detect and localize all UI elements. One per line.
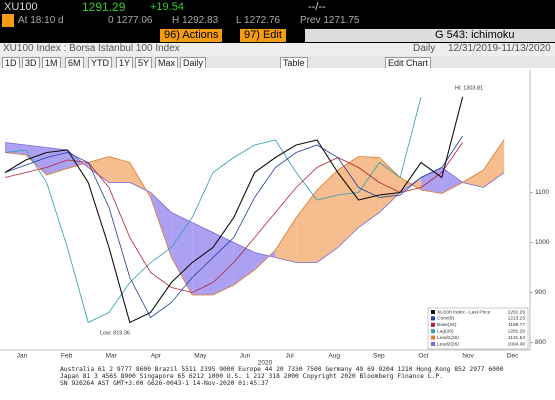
- legend-value: 1291.29: [508, 328, 526, 334]
- legend-label: Lead1(26): [437, 335, 459, 341]
- cloud-segment: [379, 157, 401, 213]
- x-tick-label: Dec: [507, 353, 519, 360]
- x-tick-label: Sep: [373, 353, 385, 360]
- x-tick-label: Nov: [462, 353, 474, 360]
- date-range: 12/31/2019-11/13/2020: [448, 43, 551, 54]
- legend-box: [427, 307, 529, 350]
- legend-swatch: [431, 329, 435, 334]
- annotation: Hi: 1303.81: [455, 85, 483, 91]
- cloud-segment: [317, 170, 338, 263]
- period: Daily: [413, 43, 436, 54]
- open: 0 1277.06: [108, 15, 153, 26]
- x-tick-label: Jul: [285, 353, 294, 360]
- footer: Australia 61 2 9777 8600 Brazil 5511 239…: [60, 366, 504, 387]
- quote-time: At 18:10 d: [18, 15, 64, 26]
- annotation: Low: 819.36: [100, 330, 130, 336]
- screen-title: G 543: ichimoku: [305, 29, 555, 42]
- legend-label: Conv(9): [437, 316, 454, 322]
- legend-label: XU100 Index - Last Price: [437, 309, 491, 315]
- x-tick-label: May: [194, 353, 207, 360]
- cloud-segment: [462, 170, 484, 188]
- low: L 1272.76: [236, 15, 281, 26]
- legend-swatch: [431, 342, 435, 346]
- cloud-segment: [109, 156, 130, 183]
- legend-label: Lag(26): [437, 328, 454, 334]
- legend-swatch: [431, 322, 435, 327]
- y-tick-label: 1100: [535, 189, 549, 196]
- status: --/--: [308, 1, 326, 13]
- series-line: [4, 142, 463, 293]
- last-price: 1291.29: [82, 0, 126, 14]
- change: +19.54: [150, 1, 184, 13]
- footer-line: Japan 81 3 4565 8900 Singapore 65 6212 1…: [60, 373, 443, 380]
- ticker: XU100: [4, 1, 38, 13]
- footer-line: Australia 61 2 9777 8600 Brazil 5511 239…: [60, 366, 504, 373]
- legend-swatch: [431, 310, 435, 314]
- x-tick-label: Jun: [240, 353, 251, 360]
- y-tick-label: 1000: [535, 239, 550, 246]
- series-line: [4, 135, 463, 319]
- cloud-segment: [171, 212, 193, 295]
- cloud-segment: [213, 232, 234, 295]
- legend-swatch: [431, 316, 435, 321]
- cloud-segment: [25, 145, 47, 175]
- ohlc-bar: At 18:10 d 0 1277.06 H 1292.83 L 1272.76…: [0, 14, 555, 28]
- year-label: 2020: [258, 360, 273, 366]
- chart: 800 900 1000 1100 Jan Feb Mar Apr May Jun Jul Aug Se…: [0, 68, 555, 366]
- actions-menu[interactable]: 96) Actions: [160, 29, 223, 42]
- cloud-segment: [88, 156, 109, 183]
- cloud-segment: [483, 139, 505, 188]
- alert-icon[interactable]: [2, 14, 14, 27]
- x-tick-label: Feb: [61, 353, 73, 360]
- cloud-segment: [296, 190, 317, 263]
- x-tick-label: Oct: [418, 353, 428, 360]
- high: H 1292.83: [172, 15, 219, 26]
- security-bar: XU100 Index : Borsa Istanbul 100 Index D…: [0, 43, 555, 56]
- edit-menu[interactable]: 97) Edit: [240, 29, 286, 42]
- series-line: [4, 96, 422, 324]
- menu-bar: 96) Actions 97) Edit G 543: ichimoku: [0, 28, 555, 43]
- x-tick-label: Jan: [17, 353, 28, 360]
- cloud-segment: [192, 222, 213, 295]
- cloud-segment: [275, 217, 297, 263]
- legend-value: 1131.54: [508, 335, 525, 341]
- range-button[interactable]: 6M: [65, 57, 84, 69]
- legend-value: 1199.77: [508, 322, 525, 328]
- quote-bar: XU100 1291.29 +19.54 --/--: [0, 0, 555, 14]
- legend-label: Base(26): [437, 322, 457, 328]
- series-line: [4, 96, 464, 324]
- y-tick-label: 800: [535, 339, 546, 346]
- legend-swatch: [431, 335, 435, 340]
- range-button[interactable]: Table: [280, 57, 308, 69]
- prev: Prev 1271.75: [300, 15, 360, 26]
- cloud-segment: [46, 147, 68, 175]
- legend-value: 1213.23: [508, 316, 526, 322]
- button-bar: 1D 3D 1M 6M YTD 1Y 5Y Max Daily Table Edit Chart: [0, 56, 555, 69]
- security-name: XU100 Index : Borsa Istanbul 100 Index: [3, 43, 180, 54]
- cloud-segment: [441, 167, 463, 194]
- x-tick-label: Mar: [106, 353, 118, 360]
- range-button[interactable]: 1Y: [116, 57, 134, 69]
- cloud-segment: [150, 192, 172, 258]
- cloud-segment: [233, 242, 255, 285]
- cloud-segment: [358, 156, 380, 228]
- legend-value: 1291.29: [508, 309, 526, 315]
- x-tick-label: Aug: [328, 353, 340, 360]
- x-tick-label: Apr: [151, 353, 162, 360]
- y-tick-label: 900: [535, 289, 546, 296]
- legend-value: 1094.40: [508, 341, 526, 347]
- footer-line: SN 926264 AST GMT+3:00 G626-0043-1 14-No…: [60, 380, 269, 387]
- legend-label: Lead2(26): [437, 341, 459, 347]
